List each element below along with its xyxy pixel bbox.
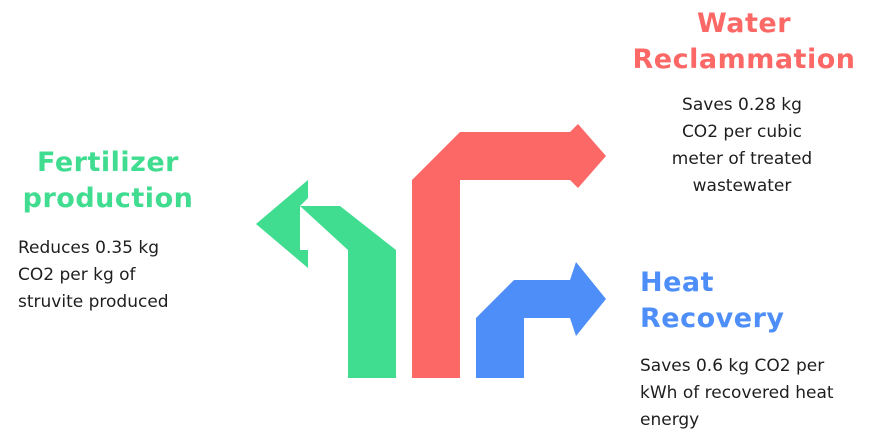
water-title-line: Water	[696, 8, 792, 39]
green-arrow-head	[256, 180, 308, 268]
fertilizer-title: Fertilizer production	[8, 145, 208, 217]
water-title: Water Reclammation	[610, 6, 878, 78]
heat-title: Heat Recovery	[640, 265, 878, 337]
blue-arrow-stem	[476, 318, 524, 378]
fertilizer-desc-line: CO2 per kg of	[18, 265, 136, 285]
water-desc-line: CO2 per cubic	[681, 122, 803, 142]
heat-title-line: Recovery	[640, 303, 785, 334]
blue-arrow-head-base	[570, 262, 576, 336]
fertilizer-section: Fertilizer production Reduces 0.35 kg CO…	[8, 145, 248, 316]
heat-description: Saves 0.6 kg CO2 per kWh of recovered he…	[640, 353, 878, 434]
water-desc-line: Saves 0.28 kg	[682, 95, 802, 115]
blue-arrow	[476, 262, 606, 378]
water-description: Saves 0.28 kg CO2 per cubic meter of tre…	[642, 92, 842, 200]
red-arrow-head	[578, 124, 606, 188]
heat-desc-line: Saves 0.6 kg CO2 per	[640, 356, 825, 376]
blue-arrow-head	[576, 262, 606, 336]
fertilizer-description: Reduces 0.35 kg CO2 per kg of struvite p…	[18, 235, 248, 316]
green-arrow	[256, 180, 396, 378]
heat-desc-line: kWh of recovered heat	[640, 383, 834, 403]
green-arrow-stem	[348, 250, 396, 378]
red-arrow-head-base	[570, 124, 578, 188]
water-desc-line: wastewater	[692, 176, 792, 196]
red-arrow-bend	[412, 132, 578, 180]
fertilizer-desc-line: struvite produced	[18, 292, 169, 312]
water-desc-line: meter of treated	[671, 149, 813, 169]
red-arrow-stem	[412, 180, 460, 378]
red-arrow	[412, 124, 606, 378]
heat-section: Heat Recovery Saves 0.6 kg CO2 per kWh o…	[640, 265, 878, 434]
fertilizer-title-line: production	[22, 183, 194, 214]
heat-desc-line: energy	[640, 410, 700, 430]
water-section: Water Reclammation Saves 0.28 kg CO2 per…	[610, 6, 878, 200]
fertilizer-title-line: Fertilizer	[37, 147, 179, 178]
fertilizer-desc-line: Reduces 0.35 kg	[18, 238, 160, 258]
green-arrow-bend	[300, 206, 396, 250]
water-title-line: Reclammation	[632, 44, 856, 75]
heat-title-line: Heat	[640, 267, 715, 298]
blue-arrow-bend	[476, 280, 580, 318]
